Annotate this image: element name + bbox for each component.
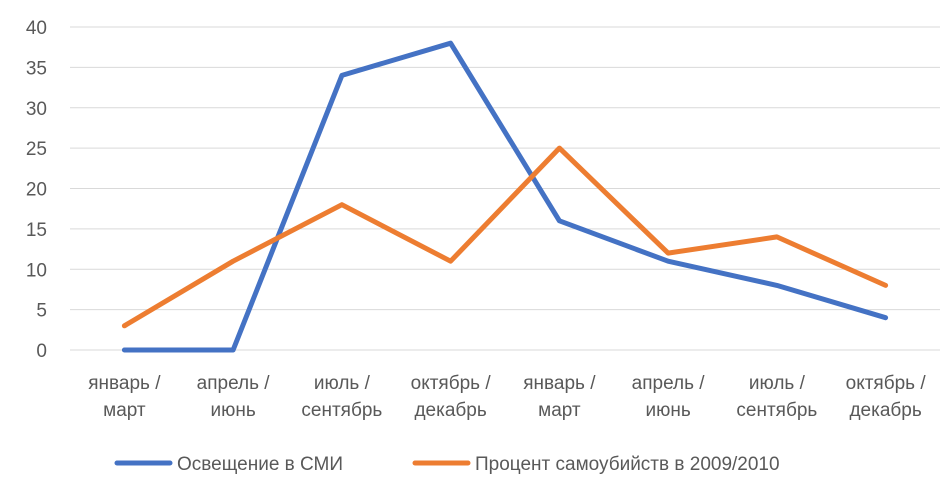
y-axis-ticks: 0 5 10 15 20 25 30 35 40 xyxy=(26,18,47,362)
y-tick-label: 15 xyxy=(26,220,47,241)
x-tick-label: апрель / июнь xyxy=(197,373,271,421)
y-tick-label: 20 xyxy=(26,180,47,201)
y-tick-label: 25 xyxy=(26,139,47,160)
x-tick-label: январь / март xyxy=(523,373,596,421)
series-line-2 xyxy=(121,145,889,329)
y-tick-label: 0 xyxy=(36,341,47,362)
x-tick-label: октябрь / декабрь xyxy=(411,373,492,421)
legend-label-2: Процент самоубийств в 2009/2010 xyxy=(475,454,780,475)
x-tick-label: апрель / июнь xyxy=(632,373,706,421)
y-tick-label: 10 xyxy=(26,260,47,281)
x-tick-label: октябрь / декабрь xyxy=(846,373,927,421)
legend: Освещение в СМИ Процент самоубийств в 200… xyxy=(114,454,780,475)
x-tick-label: июль / сентябрь xyxy=(736,373,817,421)
series-line-1 xyxy=(121,40,889,353)
gridlines xyxy=(70,26,940,351)
x-tick-label: июль / сентябрь xyxy=(301,373,382,421)
y-tick-label: 40 xyxy=(26,18,47,39)
legend-label-1: Освещение в СМИ xyxy=(177,454,343,475)
y-tick-label: 5 xyxy=(36,301,47,322)
y-tick-label: 35 xyxy=(26,58,47,79)
y-tick-label: 30 xyxy=(26,99,47,120)
x-axis-ticks: январь / март апрель / июнь июль / сентябрь ок… xyxy=(88,373,926,421)
x-tick-label: январь / март xyxy=(88,373,161,421)
series-lines xyxy=(121,40,889,353)
